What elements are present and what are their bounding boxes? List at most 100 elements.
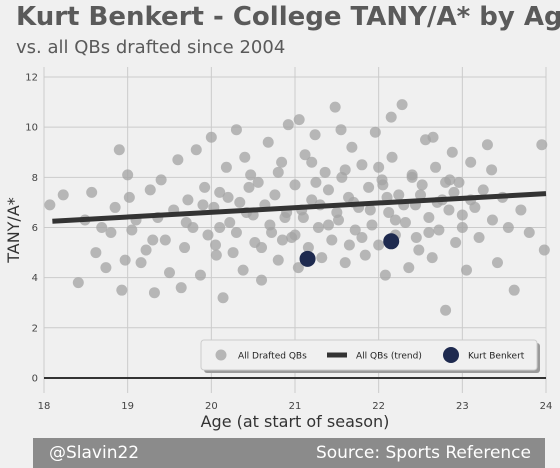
legend-swatch-points bbox=[215, 349, 227, 361]
qb-data-point bbox=[122, 169, 134, 181]
qb-data-point bbox=[299, 149, 311, 161]
x-tick-label: 23 bbox=[456, 401, 469, 412]
x-tick-label: 22 bbox=[372, 401, 385, 412]
qb-data-point bbox=[264, 219, 276, 231]
qb-data-point bbox=[364, 204, 376, 216]
benkert-data-point bbox=[383, 233, 400, 250]
qb-data-point bbox=[276, 156, 288, 168]
qb-data-point bbox=[282, 119, 294, 131]
qb-data-point bbox=[237, 264, 249, 276]
qb-data-point bbox=[256, 274, 268, 286]
qb-data-point bbox=[456, 221, 468, 233]
qb-data-point bbox=[331, 206, 343, 218]
qb-data-point bbox=[210, 249, 222, 261]
qb-data-point bbox=[90, 247, 102, 259]
qb-data-point bbox=[105, 227, 117, 239]
qb-data-point bbox=[316, 252, 328, 264]
qb-data-point bbox=[72, 277, 84, 289]
qb-data-point bbox=[256, 242, 268, 254]
qb-data-point bbox=[230, 124, 242, 136]
y-axis-label: TANY/A* bbox=[4, 197, 23, 264]
qb-data-point bbox=[396, 99, 408, 111]
qb-data-point bbox=[306, 156, 318, 168]
qb-data-point bbox=[359, 249, 371, 261]
qb-data-point bbox=[100, 262, 112, 274]
qb-data-point bbox=[140, 244, 152, 256]
qb-data-point bbox=[252, 176, 264, 188]
x-tick-label: 18 bbox=[38, 401, 51, 412]
qb-data-point bbox=[172, 154, 184, 166]
y-tick-label: 10 bbox=[25, 123, 38, 134]
qb-data-point bbox=[86, 186, 98, 198]
qb-data-point bbox=[379, 269, 391, 281]
legend-label: All Drafted QBs bbox=[238, 352, 307, 362]
qb-data-point bbox=[155, 174, 167, 186]
qb-data-point bbox=[109, 201, 121, 213]
chart-title: Kurt Benkert - College TANY/A* by Age bbox=[16, 2, 560, 32]
qb-data-point bbox=[339, 257, 351, 269]
qb-data-point bbox=[199, 181, 211, 193]
qb-data-point bbox=[243, 181, 255, 193]
qb-data-point bbox=[210, 239, 222, 251]
y-tick-label: 2 bbox=[32, 323, 38, 334]
qb-data-point bbox=[389, 214, 401, 226]
qb-data-point bbox=[96, 221, 108, 233]
qb-data-point bbox=[119, 254, 131, 266]
legend-label: All QBs (trend) bbox=[356, 352, 422, 362]
qb-data-point bbox=[276, 234, 288, 246]
x-tick-label: 20 bbox=[205, 401, 218, 412]
qb-data-point bbox=[343, 239, 355, 251]
y-tick-label: 8 bbox=[32, 173, 38, 184]
qb-data-point bbox=[523, 227, 535, 239]
qb-data-point bbox=[423, 211, 435, 223]
x-tick-label: 21 bbox=[289, 401, 302, 412]
qb-data-point bbox=[477, 184, 489, 196]
qb-data-point bbox=[440, 304, 452, 316]
x-tick-label: 24 bbox=[540, 401, 553, 412]
qb-data-point bbox=[461, 264, 473, 276]
qb-data-point bbox=[423, 227, 435, 239]
qb-data-point bbox=[383, 206, 395, 218]
qb-data-point bbox=[363, 181, 375, 193]
qb-data-point bbox=[416, 179, 428, 191]
qb-data-point bbox=[194, 269, 206, 281]
qb-data-point bbox=[349, 224, 361, 236]
qb-data-point bbox=[293, 114, 305, 126]
qb-data-point bbox=[486, 214, 498, 226]
qb-data-point bbox=[144, 184, 156, 196]
qb-data-point bbox=[502, 221, 514, 233]
legend-label: Kurt Benkert bbox=[468, 352, 525, 362]
qb-data-point bbox=[289, 229, 301, 241]
qb-data-point bbox=[465, 156, 477, 168]
qb-data-point bbox=[473, 232, 485, 244]
qb-data-point bbox=[269, 189, 281, 201]
x-tick-label: 19 bbox=[121, 401, 134, 412]
qb-data-point bbox=[386, 151, 398, 163]
qb-data-point bbox=[182, 194, 194, 206]
qb-data-point bbox=[113, 144, 125, 156]
qb-data-point bbox=[312, 221, 324, 233]
qb-data-point bbox=[427, 131, 439, 143]
qb-data-point bbox=[220, 161, 232, 173]
qb-data-point bbox=[302, 242, 314, 254]
qb-data-point bbox=[335, 124, 347, 136]
qb-data-point bbox=[147, 234, 159, 246]
qb-data-point bbox=[515, 204, 527, 216]
qb-data-point bbox=[491, 257, 503, 269]
qb-data-point bbox=[415, 189, 426, 201]
footer-author: @Slavin22 bbox=[49, 443, 140, 463]
qb-data-point bbox=[164, 267, 175, 279]
qb-data-point bbox=[262, 136, 274, 148]
qb-data-point bbox=[123, 191, 135, 203]
qb-data-point bbox=[230, 227, 242, 239]
qb-data-point bbox=[339, 164, 351, 176]
qb-data-point bbox=[329, 101, 341, 113]
qb-data-point bbox=[179, 242, 191, 254]
qb-data-point bbox=[175, 282, 187, 294]
y-tick-label: 6 bbox=[32, 223, 38, 234]
qb-data-point bbox=[369, 126, 381, 138]
qb-data-point bbox=[222, 191, 234, 203]
qb-data-point bbox=[410, 232, 422, 244]
legend-swatch-benkert bbox=[443, 347, 459, 363]
qb-data-point bbox=[126, 224, 138, 236]
